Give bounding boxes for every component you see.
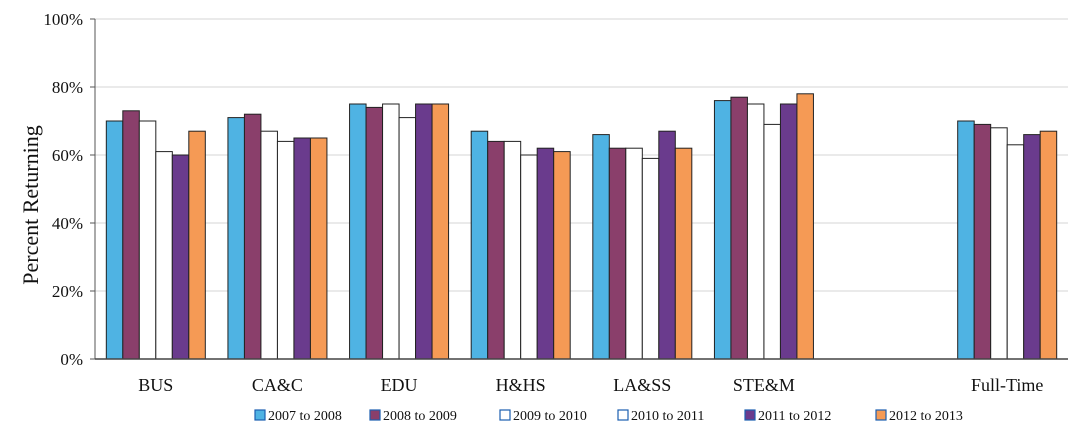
bar xyxy=(138,120,157,360)
bar xyxy=(536,147,555,360)
bar xyxy=(553,151,571,360)
bar xyxy=(608,147,627,360)
x-category-label: STE&M xyxy=(733,375,795,395)
bar xyxy=(171,154,190,360)
bar xyxy=(155,151,173,360)
bar xyxy=(973,123,992,360)
y-tick-label: 20% xyxy=(52,282,83,301)
bar xyxy=(746,103,765,360)
bar xyxy=(349,103,367,360)
x-category-label: H&HS xyxy=(496,375,546,395)
bar xyxy=(503,140,522,360)
bar xyxy=(1023,134,1041,360)
legend-label: 2012 to 2013 xyxy=(889,409,963,424)
x-category-label: CA&C xyxy=(252,375,303,395)
bar xyxy=(431,103,450,360)
y-tick-label: 60% xyxy=(52,146,83,165)
bar xyxy=(520,154,538,360)
bar xyxy=(713,100,732,360)
y-tick-label: 0% xyxy=(60,350,83,369)
bar xyxy=(382,103,400,360)
bar xyxy=(309,137,328,360)
bar xyxy=(398,117,417,360)
legend-swatch xyxy=(744,409,756,421)
bar xyxy=(293,137,311,360)
legend-swatch xyxy=(875,409,887,421)
bar xyxy=(1006,144,1025,360)
axis-layer: 0% 20% 40% 60% 80% 100% BUS CA&C EDU H&HS LA&SS STE… xyxy=(43,10,1068,395)
bar xyxy=(487,140,505,360)
bar xyxy=(641,157,660,360)
bar xyxy=(658,130,676,360)
legend-swatch xyxy=(617,409,629,421)
bar xyxy=(592,134,610,360)
y-tick-label: 100% xyxy=(43,10,83,29)
bar xyxy=(796,93,814,360)
bar xyxy=(365,106,384,360)
x-category-label: Full-Time xyxy=(971,375,1043,395)
legend-label: 2007 to 2008 xyxy=(268,409,342,424)
bar xyxy=(470,130,489,360)
legend-label: 2008 to 2009 xyxy=(383,409,457,424)
bar xyxy=(276,140,295,360)
bar xyxy=(674,147,693,360)
x-category-label: LA&SS xyxy=(613,375,671,395)
bar xyxy=(122,110,140,360)
x-category-label: EDU xyxy=(381,375,418,395)
bar xyxy=(415,103,433,360)
bar xyxy=(188,130,206,360)
y-tick-label: 80% xyxy=(52,78,83,97)
legend-swatch xyxy=(499,409,511,421)
legend-label: 2011 to 2012 xyxy=(758,409,831,424)
bar xyxy=(227,117,245,360)
bar xyxy=(957,120,975,360)
bar xyxy=(243,113,262,360)
y-tick-label: 40% xyxy=(52,214,83,233)
bar xyxy=(625,147,643,360)
legend-label: 2009 to 2010 xyxy=(513,409,587,424)
legend: 2007 to 2008 2008 to 2009 2009 to 2010 2010… xyxy=(254,409,963,424)
bar xyxy=(990,127,1008,360)
bar xyxy=(260,130,278,360)
bar xyxy=(779,103,798,360)
bars-layer xyxy=(105,93,1058,360)
bar xyxy=(730,96,748,360)
y-axis-label: Percent Returning xyxy=(18,125,43,284)
bar xyxy=(105,120,124,360)
bar xyxy=(1039,130,1058,360)
x-category-label: BUS xyxy=(138,375,173,395)
legend-swatch xyxy=(369,409,381,421)
legend-swatch xyxy=(254,409,266,421)
bar xyxy=(763,123,781,360)
legend-label: 2010 to 2011 xyxy=(631,409,704,424)
